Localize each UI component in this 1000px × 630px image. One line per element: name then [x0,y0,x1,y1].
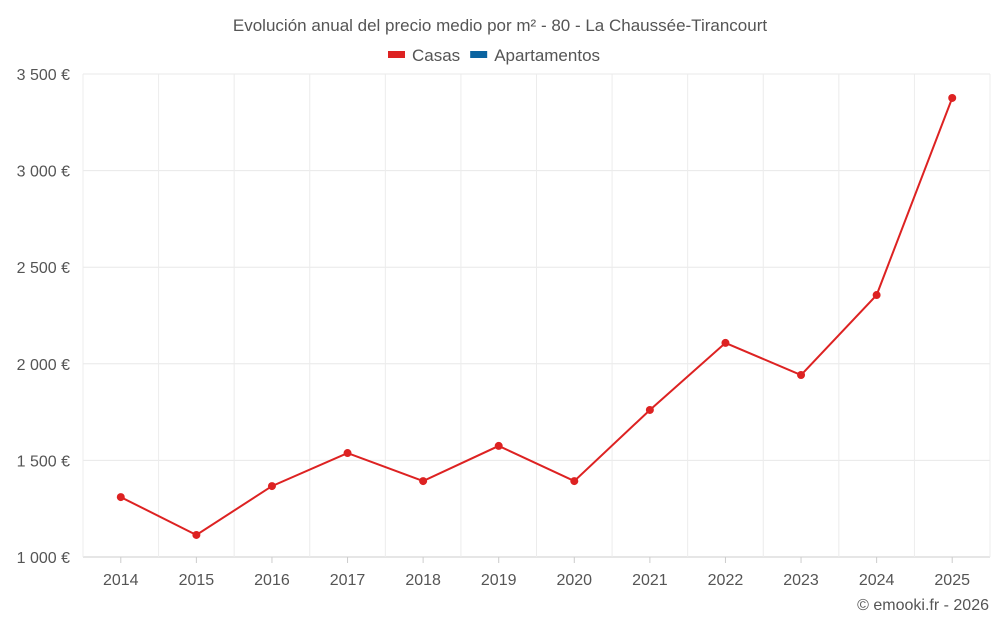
data-point[interactable] [872,291,881,300]
y-tick-label: 1 000 € [17,550,70,567]
legend-label[interactable]: Apartamentos [494,46,600,65]
legend-swatch [470,51,488,58]
data-point[interactable] [116,493,125,502]
grid [82,73,991,558]
x-axis: 2014 2015 2016 2017 2018 2019 2020 2021 2022 2023… [103,557,970,589]
x-tick-label: 2015 [179,572,215,589]
series [116,93,957,539]
legend-label[interactable]: Casas [412,46,460,65]
x-tick-label: 2016 [254,572,290,589]
data-point[interactable] [343,449,352,458]
chart-title: Evolución anual del precio medio por m² … [233,16,767,35]
legend-swatch [388,51,405,58]
x-tick-label: 2019 [481,572,517,589]
data-point[interactable] [721,338,730,347]
data-point[interactable] [267,482,276,491]
y-tick-label: 1 500 € [17,453,70,470]
x-tick-label: 2025 [934,572,970,589]
x-tick-label: 2022 [708,572,744,589]
y-tick-label: 2 000 € [17,357,70,374]
legend: Casas Apartamentos [388,46,600,65]
y-tick-label: 2 500 € [17,260,70,277]
data-point[interactable] [494,441,503,450]
data-point[interactable] [570,477,579,486]
x-tick-label: 2020 [556,572,592,589]
x-tick-label: 2024 [859,572,895,589]
data-point[interactable] [419,477,428,486]
data-point[interactable] [645,405,654,414]
credit: © emooki.fr - 2026 [857,597,989,614]
y-tick-label: 3 000 € [17,164,70,181]
x-tick-label: 2021 [632,572,668,589]
x-tick-label: 2018 [405,572,441,589]
x-tick-label: 2014 [103,572,139,589]
series-line-casas [120,97,954,537]
data-point[interactable] [797,371,806,380]
x-tick-label: 2017 [330,572,366,589]
data-point[interactable] [948,93,957,102]
y-axis: 1 000 € 1 500 € 2 000 € 2 500 € 3 000 € 3 500… [17,67,70,567]
x-tick-label: 2023 [783,572,819,589]
y-tick-label: 3 500 € [17,67,70,84]
data-point[interactable] [192,530,201,539]
